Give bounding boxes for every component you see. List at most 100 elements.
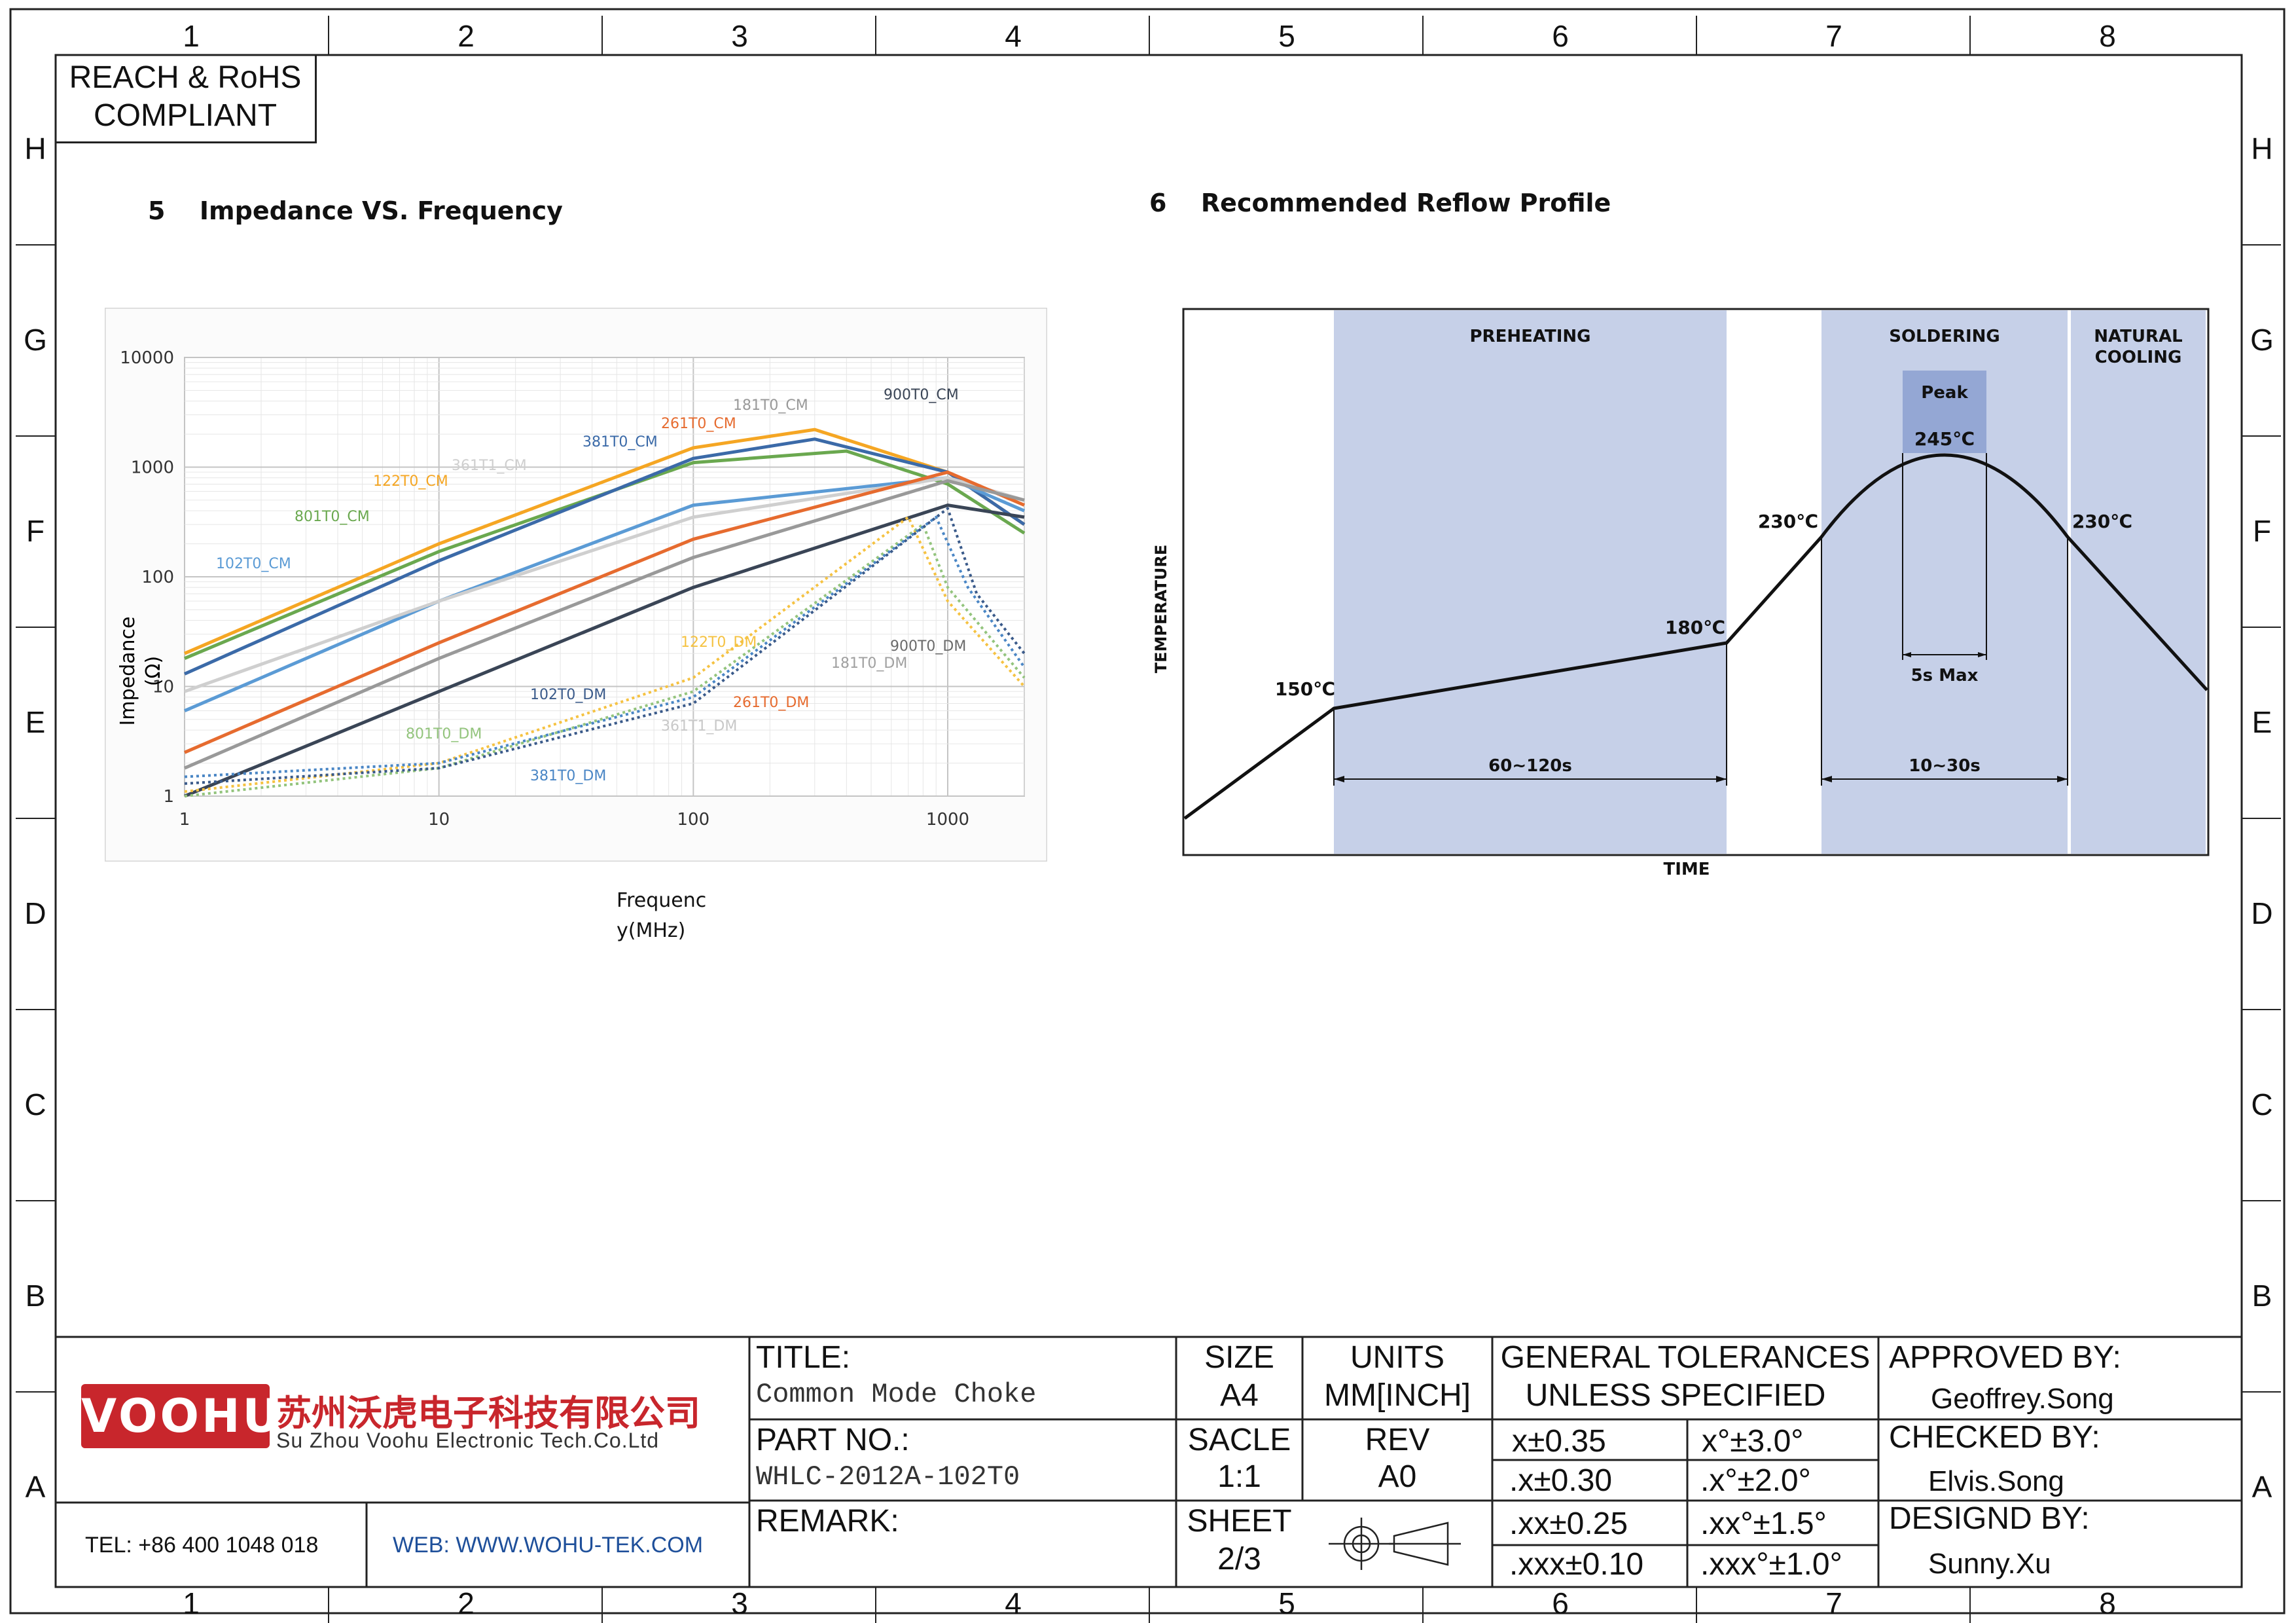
section-6-number: 6: [1149, 189, 1167, 217]
section-6-heading: 6 Recommended Reflow Profile: [1149, 189, 1611, 217]
compliance-line-2: COMPLIANT: [93, 98, 278, 133]
zone-row-e-left: E: [25, 705, 46, 739]
y-tick-label: 10: [152, 678, 174, 697]
curve-label-dm: 122T0_DM: [681, 634, 757, 651]
sheet-value: 2/3: [1217, 1542, 1261, 1577]
zone-col-6-bottom: 6: [1552, 1586, 1569, 1620]
duration-5s-label: 5s Max: [1911, 666, 1979, 685]
section-5-heading: 5 Impedance VS. Frequency: [148, 196, 563, 225]
tolerance-x1-deg: .x°±2.0°: [1700, 1463, 1811, 1498]
reflow-xlabel: TIME: [1663, 860, 1710, 879]
title-value: Common Mode Choke: [756, 1379, 1037, 1410]
curve-label-dm: 102T0_DM: [530, 687, 606, 703]
zone-col-5-bottom: 5: [1278, 1586, 1295, 1620]
remark-label: REMARK:: [756, 1504, 899, 1539]
projection-symbol: [1329, 1518, 1461, 1570]
section-5-title: Impedance VS. Frequency: [199, 196, 563, 225]
compliance-box: REACH & RoHS COMPLIANT: [56, 55, 317, 143]
curve-label-cm: 122T0_CM: [373, 473, 448, 490]
curve-label-dm: 381T0_DM: [530, 768, 606, 784]
zone-col-2-bottom: 2: [457, 1586, 475, 1620]
tolerance-x3-deg: .xxx°±1.0°: [1700, 1547, 1842, 1582]
temp-230-left-label: 230℃: [1758, 511, 1818, 532]
approved-value: Geoffrey.Song: [1931, 1383, 2114, 1415]
x-tick-label: 10: [428, 810, 450, 830]
duration-preheat-label: 60~120s: [1488, 756, 1572, 776]
tel-text: TEL: +86 400 1048 018: [85, 1533, 319, 1558]
zone-row-d-left: D: [24, 896, 46, 930]
zone-row-b-left: B: [25, 1279, 46, 1313]
preheating-zone: [1334, 310, 1727, 854]
scale-label: SACLE: [1187, 1423, 1291, 1457]
curve-label-cm: 261T0_CM: [661, 416, 736, 432]
series-801t0-cm-line: [184, 449, 1026, 661]
tolerance-x2: .xx±0.25: [1509, 1506, 1628, 1541]
zone-row-f-left: F: [26, 514, 45, 548]
impedance-ylabel-1: Impedance: [117, 617, 139, 726]
company-name-cn: 苏州沃虎电子科技有限公司: [276, 1393, 700, 1434]
zone-row-h-left: H: [24, 132, 46, 166]
series-361t1-cm-line: [184, 476, 1025, 693]
designed-value: Sunny.Xu: [1928, 1548, 2051, 1580]
curve-label-cm: 181T0_CM: [733, 397, 808, 414]
tolerance-x2-deg: .xx°±1.5°: [1700, 1506, 1827, 1541]
y-tick-label: 100: [141, 568, 174, 587]
compliance-line-1: REACH & RoHS: [69, 60, 302, 95]
rev-value: A0: [1378, 1459, 1417, 1494]
sheet-label: SHEET: [1187, 1504, 1292, 1539]
web-link[interactable]: WEB: WWW.WOHU-TEK.COM: [393, 1533, 704, 1558]
series-102t0-dm-line: [184, 507, 1026, 785]
curve-label-dm: 181T0_DM: [831, 655, 907, 672]
temp-180-label: 180℃: [1665, 617, 1725, 638]
section-6-title: Recommended Reflow Profile: [1200, 189, 1611, 217]
temp-150-label: 150℃: [1275, 678, 1335, 700]
designed-label: DESIGND BY:: [1889, 1501, 2090, 1536]
checked-value: Elvis.Song: [1928, 1465, 2064, 1497]
curve-label-cm: 900T0_CM: [884, 387, 959, 403]
y-tick-label: 1000: [131, 458, 174, 478]
company-logo: VOOHU: [81, 1384, 279, 1448]
impedance-xlabel-2: y(MHz): [617, 919, 686, 942]
zone-col-7-top: 7: [1825, 19, 1842, 53]
zone-row-g-right: G: [2250, 323, 2274, 357]
zone-col-8-bottom: 8: [2099, 1586, 2116, 1620]
x-tick-label: 1: [179, 810, 190, 830]
zone-row-g-left: G: [24, 323, 47, 357]
zone-col-7-bottom: 7: [1825, 1586, 1842, 1620]
zone-col-3-bottom: 3: [731, 1586, 748, 1620]
series-381t0-dm-line: [184, 515, 1026, 778]
zone-col-4-bottom: 4: [1005, 1586, 1022, 1620]
zone-row-a-left: A: [25, 1470, 46, 1504]
series-900t0-cm-line: [184, 503, 1025, 798]
section-5-number: 5: [148, 196, 166, 225]
tolerance-x3: .xxx±0.10: [1509, 1547, 1644, 1582]
series-801t0-dm-line: [184, 523, 1026, 797]
zone-row-f-right: F: [2252, 514, 2272, 548]
zone-col-3-top: 3: [731, 19, 748, 53]
curve-label-dm: 801T0_DM: [406, 726, 482, 742]
curve-label-cm: 801T0_CM: [295, 509, 370, 525]
temp-230-right-label: 230℃: [2072, 511, 2132, 532]
reflow-profile-chart: PREHEATING SOLDERING NATURAL COOLING Pea…: [1152, 308, 2210, 879]
zone-row-b-right: B: [2251, 1279, 2272, 1313]
tolerance-x-deg: x°±3.0°: [1702, 1424, 1804, 1459]
zone-label-natural: NATURAL: [2094, 327, 2182, 346]
checked-label: CHECKED BY:: [1889, 1420, 2100, 1455]
cooling-zone: [2071, 310, 2206, 854]
peak-label: Peak: [1921, 383, 1968, 403]
zone-label-cooling: COOLING: [2095, 348, 2182, 367]
scale-value: 1:1: [1217, 1459, 1261, 1494]
curve-label-dm: 361T1_DM: [661, 718, 737, 735]
zone-col-1-top: 1: [183, 19, 200, 53]
x-tick-label: 1000: [926, 810, 969, 830]
zone-row-a-right: A: [2251, 1470, 2272, 1504]
zone-col-4-top: 4: [1005, 19, 1022, 53]
zone-row-h-right: H: [2251, 132, 2273, 166]
part-no-label: PART NO.:: [756, 1423, 910, 1457]
tolerances-heading-1: GENERAL TOLERANCES: [1500, 1340, 1871, 1375]
series-122t0-dm-line: [184, 515, 1026, 793]
temp-245-label: 245℃: [1914, 428, 1975, 450]
impedance-xlabel-1: Frequenc: [617, 889, 707, 912]
